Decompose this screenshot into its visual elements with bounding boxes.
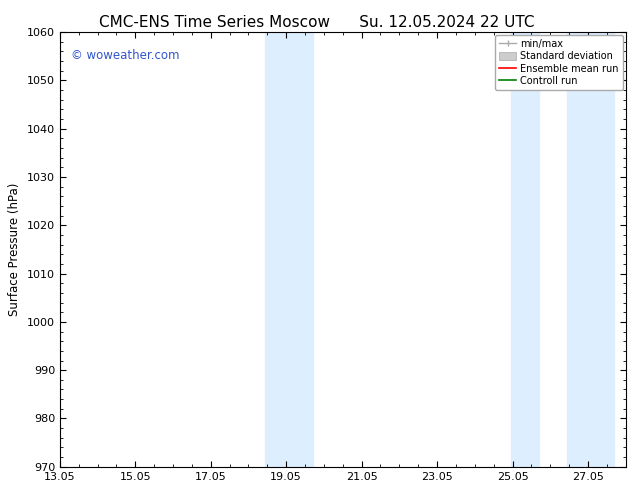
Bar bbox=[266, 32, 313, 467]
Text: CMC-ENS Time Series Moscow      Su. 12.05.2024 22 UTC: CMC-ENS Time Series Moscow Su. 12.05.202… bbox=[100, 15, 534, 30]
Legend: min/max, Standard deviation, Ensemble mean run, Controll run: min/max, Standard deviation, Ensemble me… bbox=[495, 35, 623, 90]
Text: © woweather.com: © woweather.com bbox=[71, 49, 179, 62]
Y-axis label: Surface Pressure (hPa): Surface Pressure (hPa) bbox=[8, 183, 22, 316]
Bar bbox=[567, 32, 614, 467]
Bar bbox=[510, 32, 539, 467]
